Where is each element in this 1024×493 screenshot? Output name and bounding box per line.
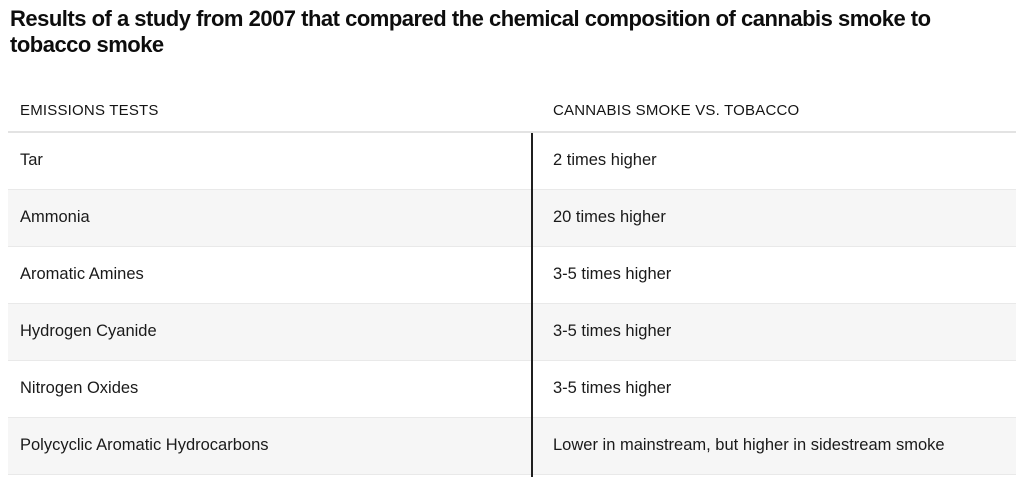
emissions-test-cell: Ammonia xyxy=(20,208,90,227)
column-header-emissions-tests: EMISSIONS TESTS xyxy=(20,102,159,119)
table-row: Aromatic Amines 3-5 times higher xyxy=(8,247,1016,304)
table-row: Hydrogen Cyanide 3-5 times higher xyxy=(8,304,1016,361)
column-header-cannabis-vs-tobacco: CANNABIS SMOKE VS. TOBACCO xyxy=(553,102,800,119)
comparison-value-cell: 3-5 times higher xyxy=(553,265,672,284)
table-row: Nitrogen Oxides 3-5 times higher xyxy=(8,361,1016,418)
comparison-value-cell: 2 times higher xyxy=(553,151,657,170)
comparison-table: EMISSIONS TESTS CANNABIS SMOKE VS. TOBAC… xyxy=(8,58,1016,477)
table-header-row: EMISSIONS TESTS CANNABIS SMOKE VS. TOBAC… xyxy=(8,58,1016,133)
comparison-value-cell: 3-5 times higher xyxy=(553,322,672,341)
emissions-test-cell: Nitrogen Oxides xyxy=(20,379,139,398)
page-title: Results of a study from 2007 that compar… xyxy=(10,6,931,57)
table-row: Tar 2 times higher xyxy=(8,133,1016,190)
emissions-test-cell: Tar xyxy=(20,151,43,170)
comparison-value-cell: Lower in mainstream, but higher in sides… xyxy=(553,436,945,455)
table-row: Polycyclic Aromatic Hydrocarbons Lower i… xyxy=(8,418,1016,475)
emissions-test-cell: Polycyclic Aromatic Hydrocarbons xyxy=(20,436,269,455)
emissions-test-cell: Aromatic Amines xyxy=(20,265,144,284)
table-body: Tar 2 times higher Ammonia 20 times high… xyxy=(8,133,1016,477)
emissions-test-cell: Hydrogen Cyanide xyxy=(20,322,157,341)
comparison-value-cell: 3-5 times higher xyxy=(553,379,672,398)
infographic-page: Results of a study from 2007 that compar… xyxy=(0,6,1024,493)
comparison-value-cell: 20 times higher xyxy=(553,208,666,227)
column-divider-line xyxy=(531,133,533,477)
table-row: Ammonia 20 times higher xyxy=(8,190,1016,247)
